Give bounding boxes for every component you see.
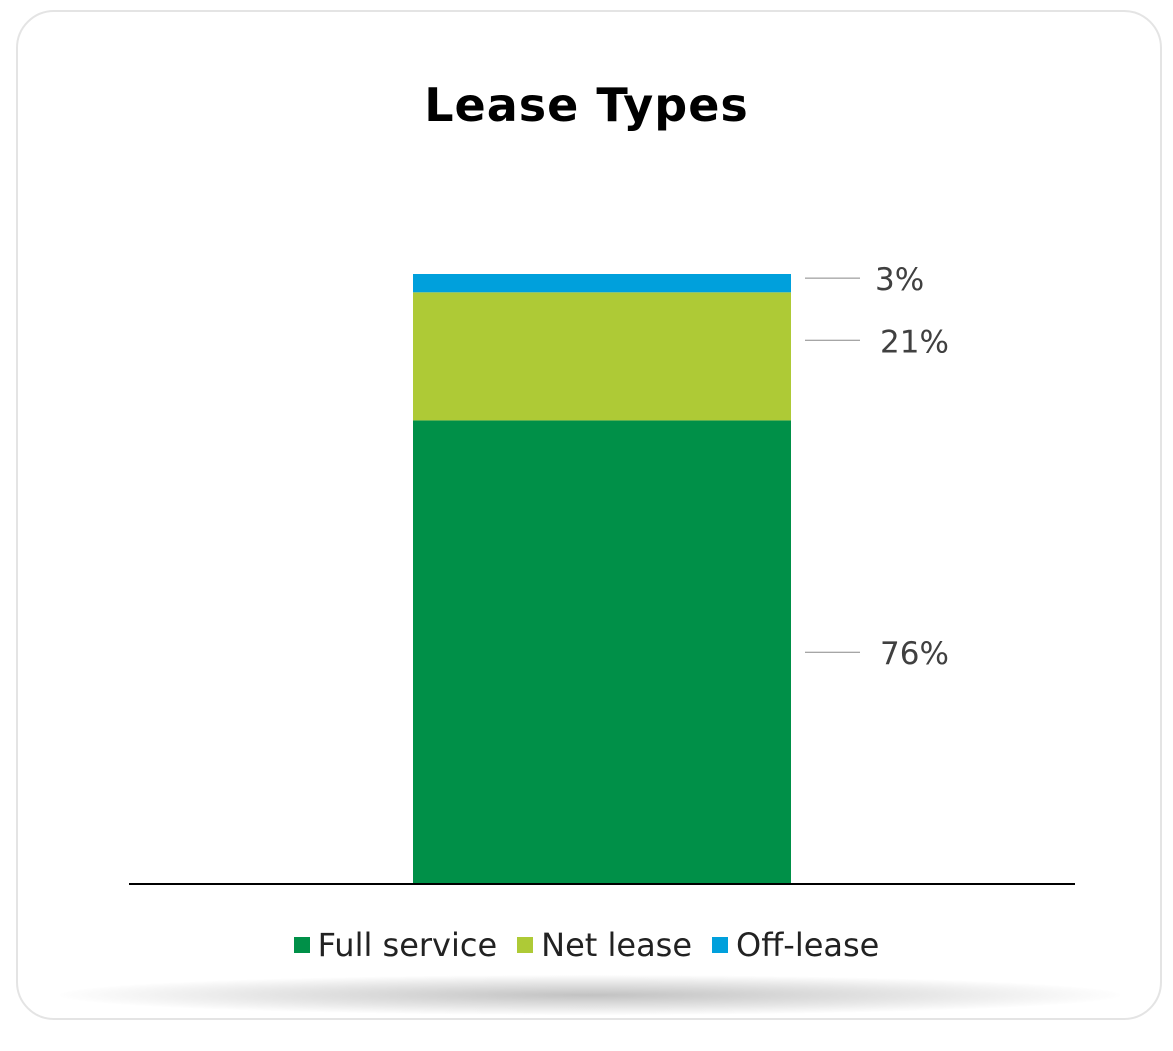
card-shadow [60, 975, 1120, 1015]
legend-label-off-lease: Off-lease [736, 926, 880, 964]
legend-label-full-service: Full service [317, 926, 498, 964]
chart-title: Lease Types [424, 78, 749, 132]
legend-swatch-full-service [293, 937, 310, 953]
data-label-full-service: 76% [880, 636, 949, 672]
bar-segment-off-lease [413, 274, 791, 293]
data-label-off-lease: 3% [875, 262, 924, 298]
legend-swatch-net-lease [517, 937, 534, 953]
legend-swatch-off-lease [712, 937, 729, 953]
legend-label-net-lease: Net lease [541, 926, 693, 964]
legend-item-net-lease: Net lease [517, 926, 692, 964]
legend-item-off-lease: Off-lease [712, 926, 879, 964]
data-label-net-lease: 21% [880, 324, 949, 360]
bar-segment-net-lease [413, 292, 791, 421]
legend-item-full-service: Full service [293, 926, 498, 964]
bar-segment-full-service [413, 420, 791, 884]
chart-legend: Full service Net lease Off-lease [0, 926, 1173, 964]
